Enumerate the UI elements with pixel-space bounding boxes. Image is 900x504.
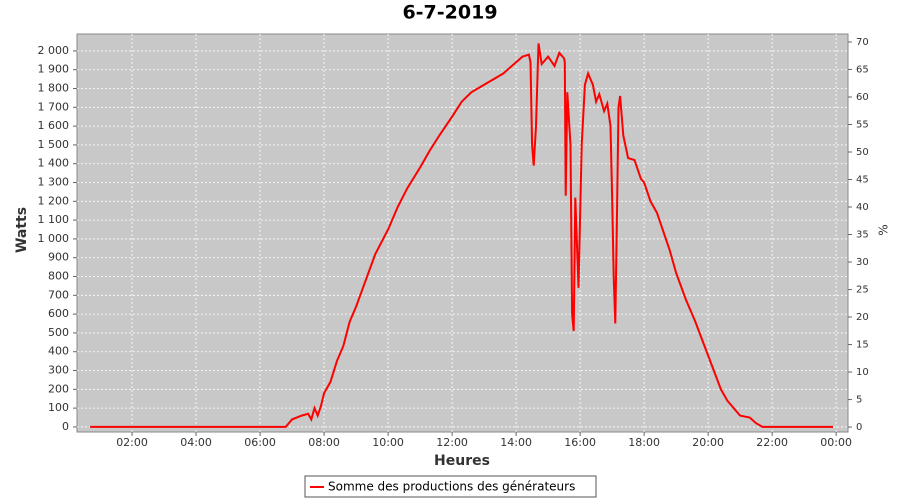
- x-tick-label: 22:00: [756, 436, 788, 449]
- y-tick-label: 1 600: [38, 119, 70, 132]
- y2-tick-label: 30: [856, 257, 869, 268]
- x-tick-label: 20:00: [692, 436, 724, 449]
- x-tick-label: 04:00: [180, 436, 212, 449]
- y-tick-label: 400: [48, 345, 69, 358]
- y2-tick-label: 70: [856, 37, 869, 48]
- y-tick-label: 500: [48, 326, 69, 339]
- y2-tick-label: 50: [856, 147, 869, 158]
- y2-tick-label: 55: [856, 119, 869, 130]
- x-tick-label: 14:00: [500, 436, 532, 449]
- x-tick-label: 16:00: [564, 436, 596, 449]
- y-tick-label: 2 000: [38, 44, 70, 57]
- x-tick-label: 12:00: [436, 436, 468, 449]
- x-tick-label: 00:00: [820, 436, 852, 449]
- y-tick-label: 600: [48, 307, 69, 320]
- y-tick-label: 900: [48, 251, 69, 264]
- y-tick-label: 1 900: [38, 63, 70, 76]
- y2-axis-label: %: [877, 224, 891, 235]
- y-tick-label: 1 800: [38, 82, 70, 95]
- y2-tick-label: 0: [856, 422, 862, 433]
- y2-tick-label: 60: [856, 92, 869, 103]
- y-tick-label: 1 700: [38, 100, 70, 113]
- x-tick-label: 08:00: [308, 436, 340, 449]
- y2-tick-label: 5: [856, 395, 862, 406]
- chart-title: 6-7-2019: [402, 2, 497, 24]
- x-tick-label: 10:00: [372, 436, 404, 449]
- y2-tick-label: 15: [856, 340, 869, 351]
- y-tick-label: 200: [48, 382, 69, 395]
- legend-label: Somme des productions des générateurs: [328, 480, 575, 494]
- y2-tick-label: 40: [856, 202, 869, 213]
- data-line: [90, 43, 833, 428]
- y-tick-label: 1 300: [38, 176, 70, 189]
- y-tick-label: 300: [48, 364, 69, 377]
- x-axis-label: Heures: [434, 453, 490, 469]
- y-axis-label: Watts: [14, 207, 30, 253]
- y-tick-label: 700: [48, 288, 69, 301]
- y-tick-label: 0: [62, 420, 69, 433]
- x-tick-label: 02:00: [116, 436, 148, 449]
- y2-tick-label: 45: [856, 175, 869, 186]
- y-tick-label: 1 400: [38, 157, 70, 170]
- x-tick-label: 06:00: [244, 436, 276, 449]
- y2-tick-label: 35: [856, 230, 869, 241]
- plot-area: [76, 33, 849, 433]
- legend: [304, 475, 597, 498]
- y-tick-label: 1 000: [38, 232, 70, 245]
- y-tick-label: 1 500: [38, 138, 70, 151]
- y2-tick-label: 10: [856, 367, 869, 378]
- y2-tick-label: 65: [856, 64, 869, 75]
- x-tick-label: 18:00: [628, 436, 660, 449]
- y2-tick-label: 20: [856, 312, 869, 323]
- y-tick-label: 800: [48, 270, 69, 283]
- y-tick-label: 1 200: [38, 194, 70, 207]
- y-tick-label: 100: [48, 401, 69, 414]
- y2-tick-label: 25: [856, 285, 869, 296]
- y-tick-label: 1 100: [38, 213, 70, 226]
